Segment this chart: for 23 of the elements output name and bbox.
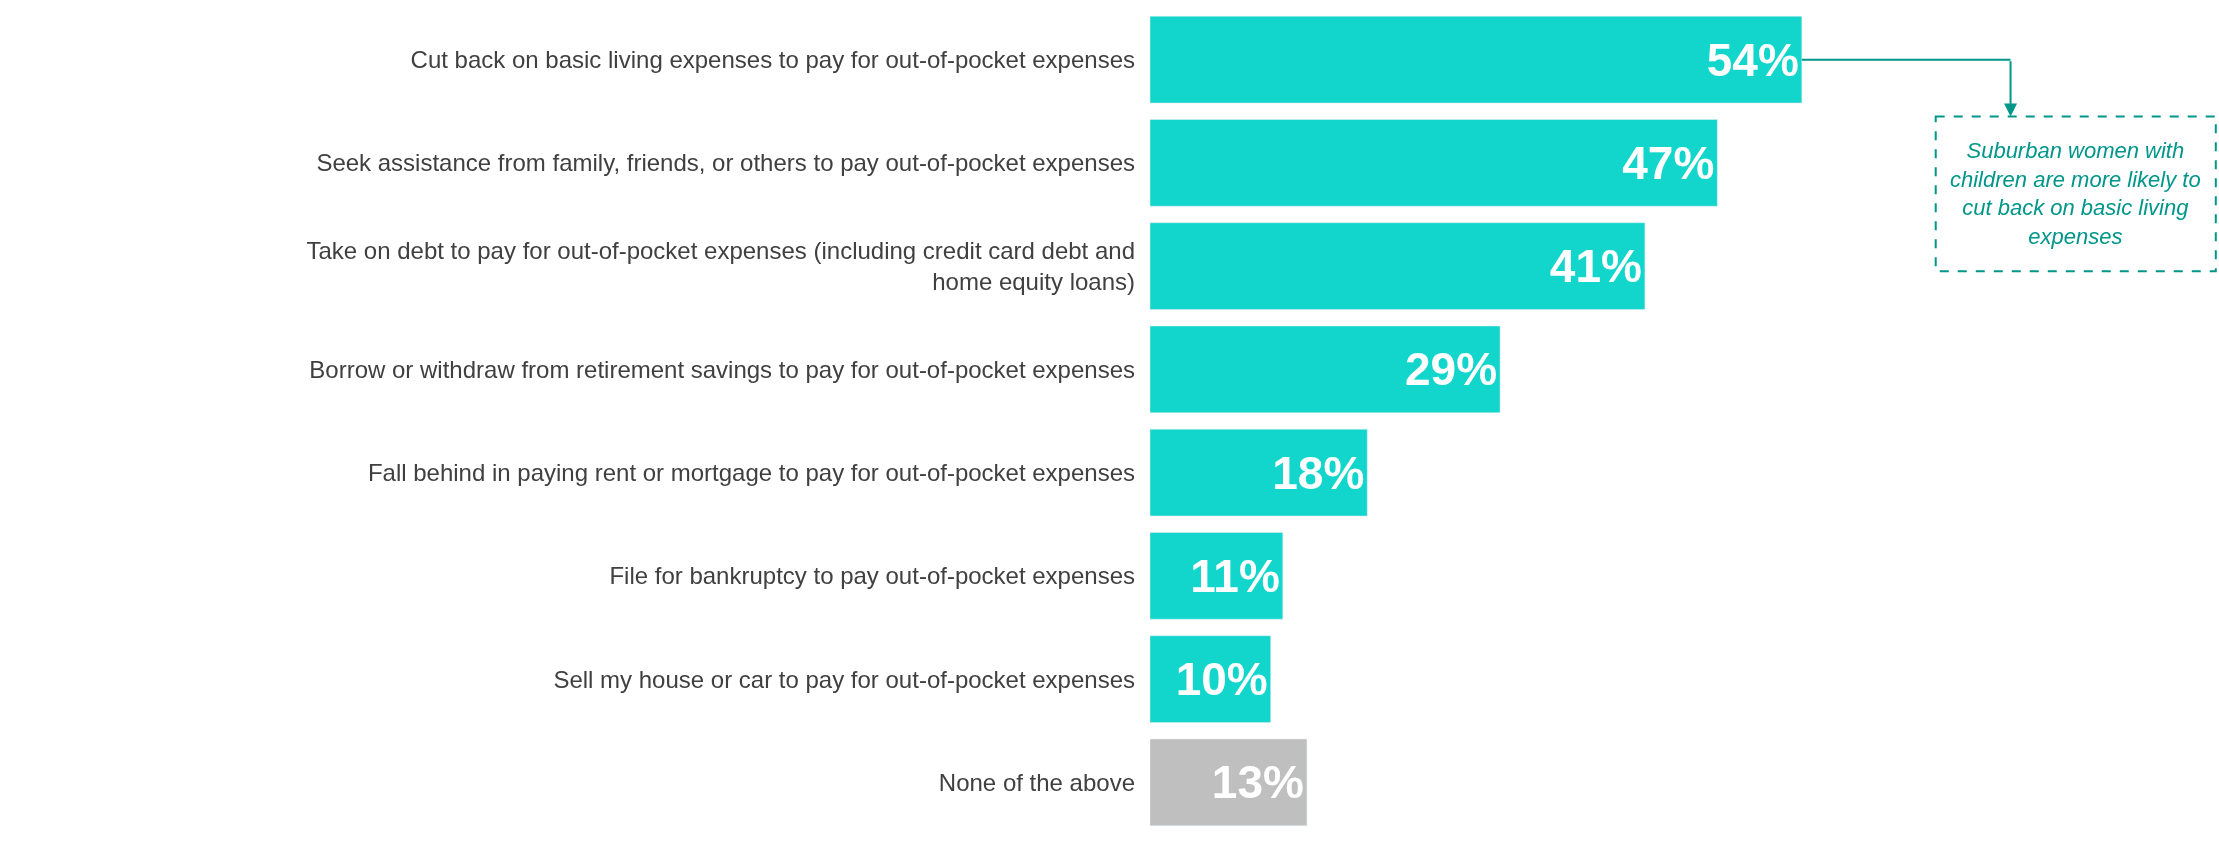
data-label: 47% xyxy=(1622,136,1715,189)
y-tick-label: Borrow or withdraw from retirement savings to pay for out-of-pocket expenses xyxy=(309,355,1135,383)
data-label: 13% xyxy=(1211,756,1304,809)
y-tick-label: Cut back on basic living expenses to pay for out-of-pocket expenses xyxy=(410,46,1135,74)
data-label: 11% xyxy=(1190,549,1280,602)
bar xyxy=(1150,325,1501,413)
y-tick-label: Seek assistance from family, friends, or others to pay out-of-pocket expenses xyxy=(316,149,1135,177)
y-tick-label: Take on debt to pay for out-of-pocket expenses (including credit card debt and home equity loans) xyxy=(306,236,1135,296)
bar xyxy=(1150,16,1803,104)
bar xyxy=(1150,429,1368,517)
data-label: 41% xyxy=(1549,240,1642,293)
y-tick-label: Sell my house or car to pay for out-of-pocket expenses xyxy=(553,665,1135,693)
data-label: 10% xyxy=(1175,653,1268,706)
data-label: 54% xyxy=(1706,33,1799,86)
data-label: 29% xyxy=(1404,343,1498,396)
bar xyxy=(1150,119,1718,207)
data-label: 18% xyxy=(1272,446,1365,499)
y-tick-label: Fall behind in paying rent or mortgage to pay for out-of-pocket expenses xyxy=(367,459,1135,487)
text: Suburban women with children are more likely to cut back on basic living expenses xyxy=(1950,138,2201,249)
bar xyxy=(1150,738,1308,826)
y-tick-label: File for bankruptcy to pay out-of-pocket expenses xyxy=(609,562,1135,590)
y-tick-label: None of the above xyxy=(938,768,1135,796)
bar xyxy=(1150,222,1646,310)
